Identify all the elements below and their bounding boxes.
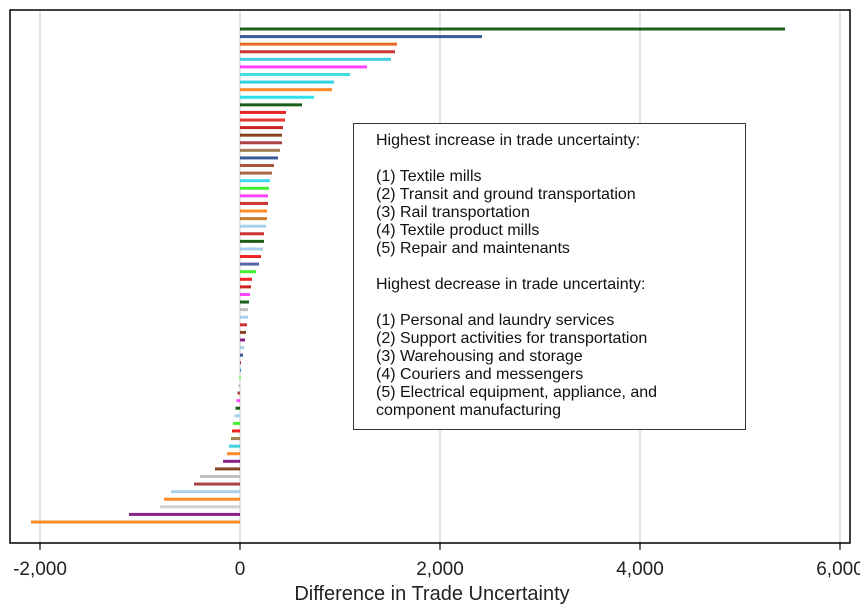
bar (240, 255, 261, 259)
bar (31, 520, 240, 524)
bar (240, 156, 278, 160)
bar (223, 459, 240, 463)
bar (240, 300, 249, 304)
bar (240, 103, 302, 107)
bar (240, 65, 367, 69)
spacer (376, 258, 731, 276)
increase-heading: Highest increase in trade uncertainty: (376, 132, 641, 149)
bar (240, 338, 245, 342)
bar (240, 277, 252, 281)
bar (240, 368, 241, 372)
bar (240, 95, 314, 99)
bar (240, 194, 268, 198)
decrease-item: (3) Warehousing and storage (376, 348, 583, 365)
bar (232, 429, 240, 433)
decrease-item: (1) Personal and laundry services (376, 312, 615, 329)
bar (240, 171, 272, 175)
bar (240, 224, 266, 228)
decrease-item: (2) Support activities for transportatio… (376, 330, 648, 347)
bar (240, 270, 256, 274)
increase-list: (1) Textile mills (2) Transit and ground… (376, 168, 731, 258)
x-tick-label: 0 (235, 559, 246, 580)
bar (160, 505, 240, 509)
bar (240, 232, 264, 236)
bar (227, 452, 240, 456)
bar (240, 133, 282, 137)
bar (240, 148, 280, 152)
bar (240, 35, 482, 39)
bar (229, 444, 240, 448)
bar (200, 474, 240, 478)
bar (239, 376, 241, 380)
bar (240, 50, 395, 54)
bar (240, 164, 274, 168)
bar (240, 308, 248, 312)
bar (234, 414, 240, 418)
bar (231, 437, 240, 441)
bar (240, 110, 286, 114)
increase-item: (5) Repair and maintenants (376, 240, 570, 257)
bar (240, 42, 397, 46)
bar (240, 57, 391, 61)
bar (240, 330, 246, 334)
bar (240, 262, 259, 266)
bar (240, 323, 247, 327)
bar (233, 421, 240, 425)
bar (240, 27, 785, 31)
bar (238, 383, 240, 387)
bar (240, 209, 267, 213)
bar (215, 467, 240, 471)
bar (240, 186, 269, 190)
bar (164, 497, 240, 501)
bar (240, 346, 244, 350)
bar (240, 353, 243, 357)
x-tick-label: 4,000 (616, 559, 664, 580)
bar (240, 126, 283, 130)
bar (240, 292, 250, 296)
bar (129, 512, 240, 516)
bar (240, 315, 248, 319)
decrease-item: (5) Electrical equipment, appliance, and… (376, 384, 658, 419)
increase-item: (2) Transit and ground transportation (376, 186, 636, 203)
x-tick-label: -2,000 (13, 559, 67, 580)
annotation-box: Highest increase in trade uncertainty: (… (353, 123, 746, 430)
decrease-item: (4) Couriers and messengers (376, 366, 584, 383)
bar (240, 239, 264, 243)
tick-layer: -2,000 0 2,000 4,000 6,000 (13, 543, 860, 580)
bar (235, 406, 240, 410)
increase-item: (3) Rail transportation (376, 204, 530, 221)
bar (240, 141, 282, 145)
bar (240, 80, 334, 84)
x-axis-title: Difference in Trade Uncertainty (294, 583, 569, 605)
bar (240, 361, 241, 365)
bar (240, 88, 332, 92)
plot-frame (9, 9, 851, 544)
bar (236, 399, 240, 403)
bar (171, 490, 240, 494)
bar-layer (31, 27, 785, 524)
bar (194, 482, 240, 486)
bar (240, 73, 350, 77)
x-tick-label: 2,000 (416, 559, 464, 580)
bar (240, 217, 267, 221)
decrease-list: (1) Personal and laundry services (2) Su… (376, 312, 731, 420)
increase-item: (1) Textile mills (376, 168, 482, 185)
x-tick-label: 6,000 (816, 559, 860, 580)
increase-item: (4) Textile product mills (376, 222, 540, 239)
bar (240, 201, 268, 205)
bar (237, 391, 240, 395)
bar (240, 247, 263, 251)
bar (240, 285, 251, 289)
decrease-heading: Highest decrease in trade uncertainty: (376, 276, 646, 293)
bar (240, 179, 270, 183)
bar (240, 118, 285, 122)
